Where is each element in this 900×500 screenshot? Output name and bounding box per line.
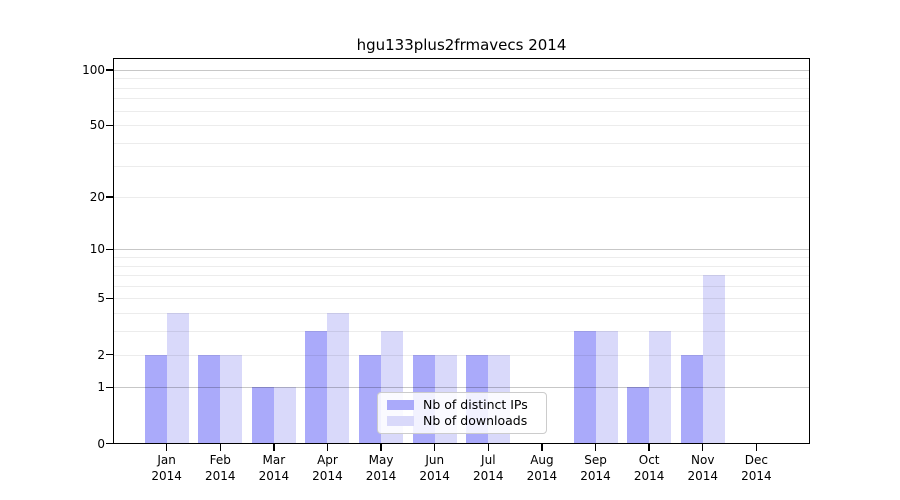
gridline-minor bbox=[113, 142, 810, 144]
gridline-minor bbox=[113, 110, 810, 112]
bar-distinct-ips bbox=[144, 354, 167, 444]
y-tick-mark bbox=[106, 248, 113, 251]
bar-distinct-ips bbox=[680, 354, 703, 444]
bar-downloads bbox=[702, 275, 725, 444]
legend-item-downloads: Nb of downloads bbox=[387, 414, 538, 428]
gridline-minor bbox=[113, 197, 810, 199]
bar-downloads bbox=[166, 313, 189, 444]
gridline-minor bbox=[113, 257, 810, 259]
x-tick-label: Dec 2014 bbox=[741, 453, 772, 483]
x-tick-label: Aug 2014 bbox=[526, 453, 558, 483]
gridline-minor bbox=[113, 78, 810, 80]
gridline-minor bbox=[113, 285, 810, 287]
gridline-minor bbox=[113, 275, 810, 277]
y-tick-mark bbox=[106, 386, 113, 389]
gridline-minor bbox=[113, 87, 810, 89]
x-tick-label: Sep 2014 bbox=[580, 453, 611, 483]
y-tick-label: 10 bbox=[89, 242, 105, 257]
plot-area: Nb of distinct IPs Nb of downloads bbox=[113, 58, 810, 444]
legend-label-distinct-ips: Nb of distinct IPs bbox=[423, 396, 528, 412]
bar-distinct-ips bbox=[251, 387, 274, 444]
x-tick-label: Apr 2014 bbox=[312, 453, 343, 483]
gridline-minor bbox=[113, 125, 810, 127]
bar-downloads bbox=[595, 331, 618, 444]
legend-swatch-downloads bbox=[387, 416, 414, 427]
x-tick-mark bbox=[755, 443, 758, 451]
legend-label-downloads: Nb of downloads bbox=[423, 413, 528, 429]
x-tick-label: Oct 2014 bbox=[633, 453, 665, 483]
x-tick-label: Mar 2014 bbox=[258, 453, 290, 483]
x-tick-mark bbox=[219, 443, 221, 451]
legend: Nb of distinct IPs Nb of downloads bbox=[377, 392, 547, 434]
y-tick-label: 1 bbox=[97, 380, 105, 395]
y-tick-label: 20 bbox=[89, 190, 105, 205]
x-tick-label: Jan 2014 bbox=[151, 453, 182, 483]
y-tick-mark bbox=[106, 69, 113, 71]
x-tick-mark bbox=[541, 443, 543, 451]
bar-distinct-ips bbox=[359, 354, 382, 444]
y-tick-mark bbox=[106, 124, 113, 126]
legend-item-distinct-ips: Nb of distinct IPs bbox=[387, 396, 538, 412]
bar-distinct-ips bbox=[198, 354, 221, 444]
x-tick-label: Feb 2014 bbox=[204, 453, 236, 483]
x-tick-label: Nov 2014 bbox=[687, 453, 719, 483]
x-tick-label: May 2014 bbox=[365, 453, 397, 483]
gridline-major bbox=[113, 69, 810, 71]
x-tick-label: Jul 2014 bbox=[473, 453, 504, 483]
x-tick-mark bbox=[702, 443, 704, 451]
bar-distinct-ips bbox=[305, 331, 328, 444]
gridline-minor bbox=[113, 298, 810, 300]
x-tick-mark bbox=[594, 443, 597, 451]
bar-downloads bbox=[220, 354, 243, 444]
bar-downloads bbox=[327, 313, 350, 444]
y-tick-label: 100 bbox=[82, 62, 105, 77]
x-tick-mark bbox=[273, 443, 275, 451]
y-tick-mark bbox=[106, 442, 113, 445]
legend-swatch-distinct-ips bbox=[387, 399, 414, 410]
gridline-minor bbox=[113, 98, 810, 100]
x-tick-mark bbox=[165, 443, 168, 451]
y-tick-mark bbox=[106, 353, 113, 356]
y-tick-label: 5 bbox=[97, 291, 105, 306]
x-tick-mark bbox=[326, 443, 329, 451]
gridline-major bbox=[113, 387, 810, 389]
gridline-minor bbox=[113, 165, 810, 167]
gridline-minor bbox=[113, 265, 810, 267]
x-tick-mark bbox=[648, 443, 650, 451]
bar-downloads bbox=[273, 387, 296, 444]
x-tick-mark bbox=[487, 443, 489, 451]
y-tick-mark bbox=[106, 297, 113, 300]
y-tick-label: 0 bbox=[97, 436, 105, 451]
x-tick-label: Jun 2014 bbox=[419, 453, 450, 483]
bar-downloads bbox=[649, 331, 672, 444]
y-tick-label: 2 bbox=[97, 347, 105, 362]
gridline-minor bbox=[113, 331, 810, 333]
gridline-minor bbox=[113, 354, 810, 356]
gridline-major bbox=[113, 249, 810, 251]
chart-title: hgu133plus2frmavecs 2014 bbox=[356, 36, 567, 54]
bar-distinct-ips bbox=[573, 331, 596, 444]
gridline-minor bbox=[113, 313, 810, 315]
x-tick-mark bbox=[433, 443, 436, 451]
y-tick-mark bbox=[106, 196, 113, 198]
y-tick-label: 50 bbox=[89, 118, 105, 133]
bar-distinct-ips bbox=[627, 387, 650, 444]
x-tick-mark bbox=[380, 443, 382, 451]
